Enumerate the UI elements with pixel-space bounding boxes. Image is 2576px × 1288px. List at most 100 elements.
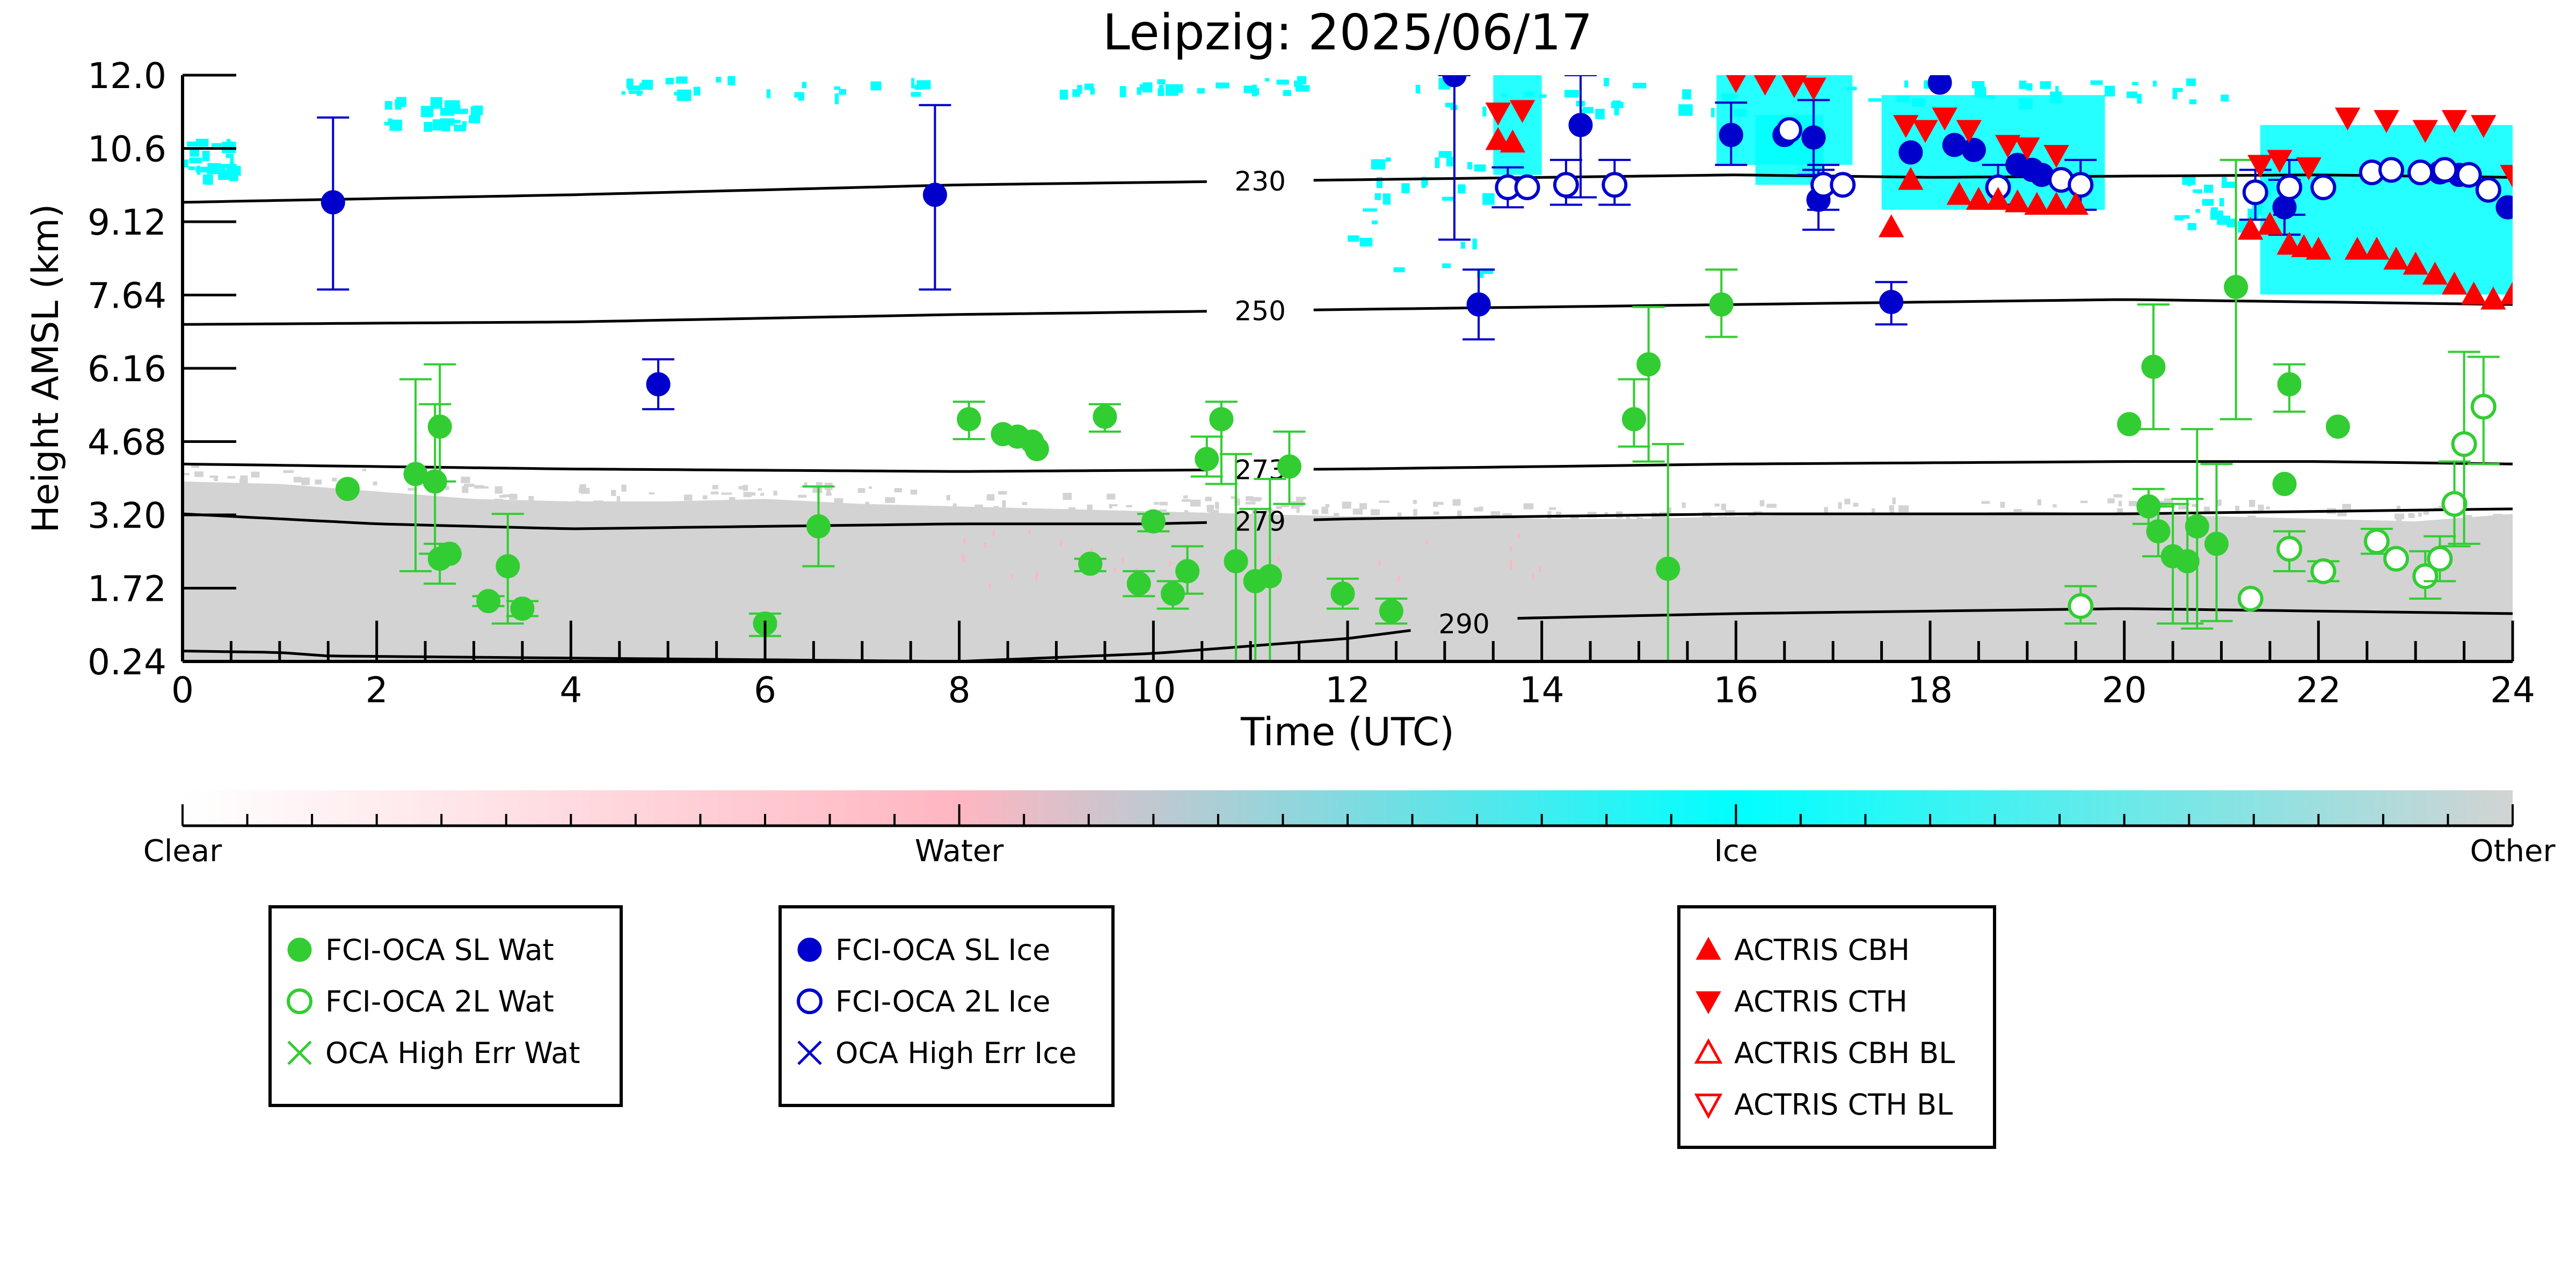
isotherm-line: [1313, 298, 2513, 311]
data-point: [2185, 514, 2209, 539]
classification-ice-speck: [1363, 208, 1377, 212]
data-point: [1912, 120, 1938, 143]
classification-water-speck: [1035, 574, 1038, 580]
classification-water-speck: [1509, 559, 1512, 565]
classification-ice-speck: [676, 76, 688, 84]
data-point: [1466, 292, 1491, 317]
data-point: [2272, 471, 2297, 496]
data-point: [1024, 436, 1049, 461]
classification-ice-speck: [1157, 79, 1166, 85]
data-point: [1946, 181, 1972, 205]
data-point: [2326, 414, 2350, 439]
data-point: [2291, 234, 2317, 257]
classification-ice-speck: [1482, 106, 1487, 117]
data-point: [2267, 150, 2293, 173]
classification-ice-speck: [444, 100, 449, 107]
data-point: [2296, 157, 2322, 180]
data-point: [2412, 120, 2438, 143]
classification-ice-speck: [1539, 94, 1547, 98]
classification-other-speck: [1759, 500, 1765, 507]
classification-ice-speck: [1119, 86, 1126, 97]
classification-other-speck: [1379, 500, 1389, 503]
isotherm-labels: 230 250 273 279 290: [1235, 166, 1490, 639]
classification-other-speck: [1234, 498, 1240, 506]
legend-label: FCI-OCA 2L Wat: [325, 984, 554, 1018]
classification-other-speck: [1321, 506, 1328, 514]
data-point: [321, 190, 345, 215]
data-point: [2480, 286, 2506, 310]
classification-ice-speck: [1139, 84, 1150, 91]
classification-other-speck: [1824, 507, 1828, 514]
classification-ice-speck: [395, 105, 402, 110]
classification-other-speck: [593, 500, 603, 508]
classification-other-speck: [1413, 500, 1417, 504]
isotherm-line: [1517, 607, 2513, 620]
classification-ice-speck: [1474, 164, 1486, 172]
data-point: [1514, 174, 1540, 200]
classification-other-speck: [2342, 504, 2352, 510]
series-fci-oca-sl-ice: [317, 75, 2513, 411]
classification-ice-speck: [2055, 86, 2059, 93]
classification-ice-speck: [2222, 177, 2227, 183]
classification-other-speck: [743, 492, 752, 497]
classification-other-speck: [461, 476, 470, 483]
data-point: [2146, 519, 2171, 544]
classification-ice-speck: [1972, 81, 1985, 89]
data-point: [2374, 110, 2399, 133]
legend-entry: OCA High Err Ice: [782, 1029, 1076, 1077]
classification-other-speck: [1502, 513, 1512, 517]
classification-other-speck: [1853, 503, 1859, 507]
classification-ice-speck: [472, 105, 483, 115]
isotherm-line: [1313, 460, 2513, 471]
classification-other-speck: [710, 491, 719, 494]
x-tick-label: 4: [559, 670, 582, 711]
classification-other-speck: [760, 493, 765, 496]
classification-water-speck: [1059, 541, 1062, 547]
classification-ice-speck: [1197, 88, 1205, 94]
legend-symbol: [287, 988, 312, 1014]
classification-ice-speck: [1165, 84, 1178, 96]
classification-ice-speck: [1611, 101, 1624, 108]
classification-water-speck: [1028, 529, 1031, 535]
data-point: [2407, 159, 2434, 186]
classification-water-speck: [1510, 546, 1512, 552]
data-point: [2043, 192, 2069, 215]
classification-other-speck: [1570, 516, 1579, 522]
classification-ice-speck: [454, 124, 467, 132]
classification-other-speck: [209, 475, 219, 478]
data-point: [2068, 172, 2094, 198]
classification-other-speck: [2162, 513, 2166, 521]
legend-entry: ACTRIS CTH: [1680, 977, 1908, 1025]
classification-ice-speck: [2040, 81, 2051, 89]
data-point: [2204, 532, 2229, 556]
legend-label: OCA High Err Wat: [325, 1036, 580, 1070]
classification-ice-speck: [1604, 78, 1609, 86]
data-point: [1509, 100, 1536, 123]
classification-ice-speck: [2221, 94, 2229, 102]
classification-ice-speck: [2186, 78, 2196, 86]
classification-other-speck: [1871, 508, 1875, 513]
classification-other-speck: [2215, 499, 2222, 506]
data-point: [2378, 157, 2404, 183]
classification-other-speck: [2394, 513, 2405, 520]
classification-ice-speck: [1435, 157, 1440, 168]
classification-other-speck: [1280, 504, 1290, 507]
legend-marker: [287, 937, 312, 962]
data-point: [2364, 236, 2390, 260]
classification-ice-speck: [2019, 81, 2027, 89]
classification-other-speck: [1183, 495, 1188, 499]
x-tick-label: 10: [1131, 670, 1176, 711]
x-axis-label: Time (UTC): [1240, 709, 1454, 754]
legend-label: FCI-OCA SL Wat: [325, 933, 554, 967]
data-point: [2403, 251, 2428, 275]
data-point: [2276, 174, 2303, 200]
data-point: [2383, 246, 2409, 270]
x-tick-label: 6: [754, 670, 776, 711]
classification-ice-speck: [1482, 268, 1494, 274]
data-markers: [317, 75, 2513, 661]
classification-other-speck: [1325, 504, 1330, 508]
classification-ice-speck: [834, 93, 839, 105]
classification-other-speck: [283, 470, 294, 473]
classification-other-speck: [1549, 507, 1556, 510]
classification-water-speck: [1518, 533, 1520, 539]
